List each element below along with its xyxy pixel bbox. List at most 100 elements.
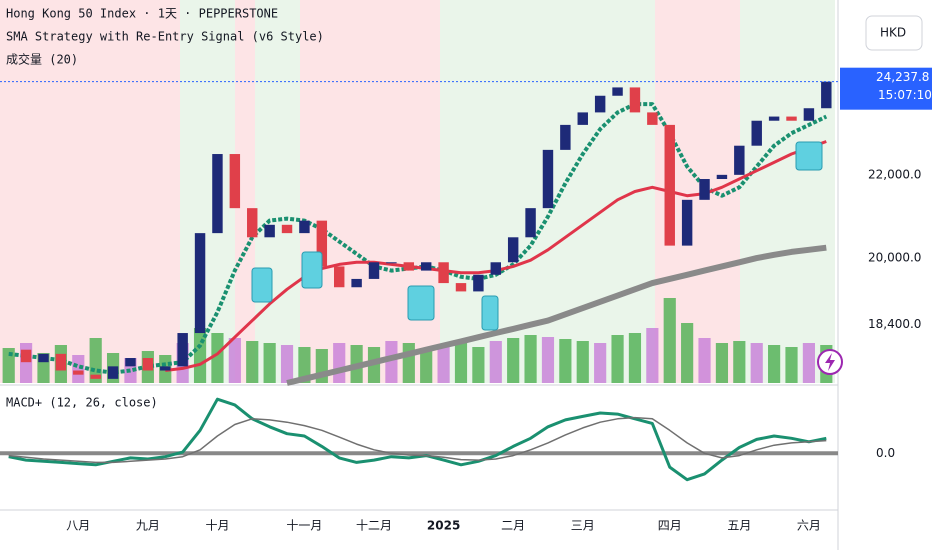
candle <box>142 358 154 371</box>
bull-band <box>255 0 300 383</box>
volume-bar <box>541 337 555 383</box>
volume-bar <box>280 345 294 383</box>
volume-bar <box>733 341 746 383</box>
candle <box>316 220 328 267</box>
volume-bar <box>507 338 520 383</box>
volume-bar <box>646 328 659 383</box>
volume-bar <box>576 341 589 383</box>
macd-label: MACD+ (12, 26, close) <box>6 396 158 410</box>
volume-bar <box>402 343 415 383</box>
bear-band <box>235 0 255 383</box>
candle <box>177 333 188 367</box>
candle <box>229 154 241 209</box>
candle <box>594 95 606 113</box>
candle <box>786 116 797 121</box>
volume-bar <box>768 345 781 383</box>
candle <box>681 199 693 246</box>
volume-bar <box>750 343 763 383</box>
candle <box>473 274 484 292</box>
candle <box>716 174 728 180</box>
bear-band <box>300 0 440 383</box>
candle <box>507 237 519 263</box>
candle <box>734 145 745 175</box>
volume-bar <box>420 348 433 383</box>
candle <box>160 366 171 371</box>
candle <box>542 149 554 209</box>
volume-bar <box>611 335 624 383</box>
last-time-label: 15:07:10 <box>878 88 932 102</box>
candle <box>490 262 501 275</box>
volume-bar <box>594 343 607 383</box>
volume-label: 成交量 (20) <box>6 52 78 67</box>
signal-icon <box>407 285 435 321</box>
x-tick-label: 八月 <box>66 519 90 533</box>
plot <box>0 81 838 482</box>
candle <box>55 353 67 371</box>
candle <box>247 208 258 238</box>
macd-line <box>8 416 827 464</box>
candle <box>803 108 815 121</box>
candle <box>386 262 397 264</box>
x-tick-label: 十一月 <box>286 519 322 533</box>
bull-band <box>180 0 235 383</box>
candle <box>73 370 84 375</box>
x-tick-label: 六月 <box>797 519 821 533</box>
candle <box>768 116 780 121</box>
x-tick-label: 四月 <box>658 519 682 533</box>
signal-icon <box>795 141 823 171</box>
candle <box>334 266 345 288</box>
last-price-tag <box>840 67 932 110</box>
volume-bar <box>628 333 642 383</box>
candle <box>90 374 101 379</box>
candle <box>403 262 415 271</box>
signal-icon <box>481 295 499 331</box>
currency-button[interactable] <box>865 15 923 51</box>
candle <box>212 154 223 234</box>
volume-bar <box>2 348 15 383</box>
volume-bar <box>333 343 346 383</box>
candle <box>560 124 571 150</box>
volume-bar <box>681 323 694 383</box>
candle <box>629 87 641 113</box>
signal-icons <box>251 141 823 331</box>
volume-bar <box>385 341 398 383</box>
alert-bolt <box>825 353 835 371</box>
volume-bar <box>211 333 224 383</box>
candle <box>420 262 432 271</box>
candle <box>107 366 119 379</box>
macd-line <box>8 397 827 482</box>
y-tick-label: 20,000.0 <box>868 251 921 265</box>
candle <box>751 120 762 146</box>
candle <box>647 112 658 125</box>
volume-bar <box>489 341 502 383</box>
x-tick-label: 二月 <box>501 519 525 533</box>
candle <box>281 224 293 234</box>
currency[interactable]: HKD <box>880 26 906 40</box>
macd-tick-label: 0.0 <box>876 446 895 460</box>
candle <box>455 283 467 292</box>
candle <box>351 278 362 288</box>
volume-bar <box>559 339 572 383</box>
candle <box>20 349 32 363</box>
volume-bar <box>785 347 798 383</box>
volume-bar <box>524 335 537 383</box>
last-price-label: 24,237.8 <box>876 70 929 84</box>
y-tick-label: 22,000.0 <box>868 167 921 181</box>
volume-bar <box>246 341 259 383</box>
volume-bar <box>698 338 711 383</box>
y-tick-label: 18,400.0 <box>868 317 921 331</box>
candle <box>699 179 710 200</box>
candle <box>125 358 136 367</box>
candle <box>525 208 536 238</box>
volume-bar <box>802 343 815 383</box>
x-tick-label: 十二月 <box>356 519 392 533</box>
x-tick-label: 十月 <box>205 519 229 533</box>
volume-bar <box>228 338 241 383</box>
x-tick-label: 2025 <box>427 519 460 533</box>
sma-line <box>286 244 827 386</box>
candle <box>577 112 588 125</box>
candle <box>664 124 675 246</box>
candle <box>612 87 623 96</box>
candle <box>299 220 310 234</box>
